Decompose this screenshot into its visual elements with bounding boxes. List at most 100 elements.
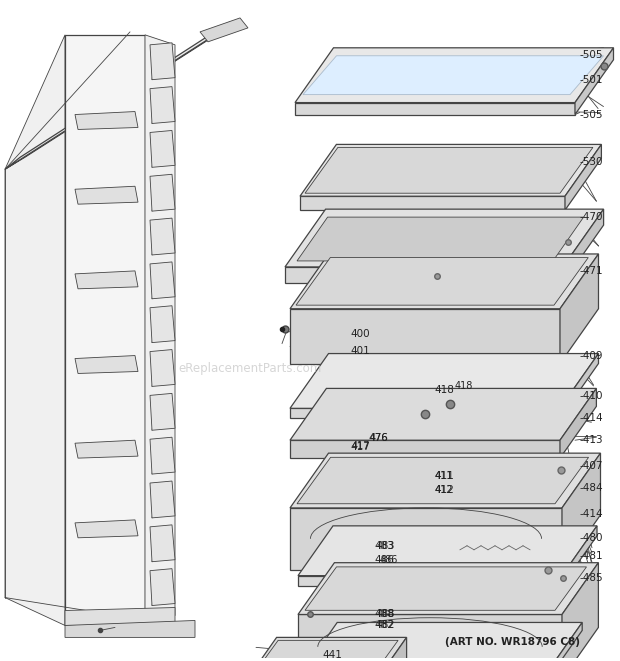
Text: -410: -410 bbox=[580, 391, 603, 401]
Polygon shape bbox=[296, 258, 588, 305]
Polygon shape bbox=[575, 48, 614, 114]
Polygon shape bbox=[65, 607, 175, 625]
Text: 483: 483 bbox=[374, 541, 394, 551]
Text: 486: 486 bbox=[379, 555, 398, 564]
Polygon shape bbox=[75, 440, 138, 458]
Text: 441: 441 bbox=[322, 650, 342, 660]
Polygon shape bbox=[297, 457, 588, 504]
Polygon shape bbox=[150, 481, 175, 518]
Polygon shape bbox=[300, 196, 565, 210]
Polygon shape bbox=[290, 453, 601, 508]
Polygon shape bbox=[285, 267, 563, 283]
Text: -409: -409 bbox=[580, 350, 603, 360]
Text: 488: 488 bbox=[376, 609, 395, 619]
Polygon shape bbox=[290, 389, 596, 440]
Polygon shape bbox=[150, 525, 175, 562]
Polygon shape bbox=[145, 35, 175, 625]
Polygon shape bbox=[380, 637, 407, 661]
Polygon shape bbox=[75, 356, 138, 373]
Polygon shape bbox=[297, 217, 583, 261]
Polygon shape bbox=[75, 186, 138, 204]
Text: -480: -480 bbox=[580, 533, 603, 543]
Text: 412: 412 bbox=[434, 485, 454, 495]
Polygon shape bbox=[560, 354, 598, 418]
Polygon shape bbox=[150, 43, 175, 80]
Text: -530: -530 bbox=[580, 157, 603, 167]
Text: -481: -481 bbox=[580, 551, 604, 561]
Polygon shape bbox=[65, 35, 145, 625]
Polygon shape bbox=[562, 453, 601, 570]
Polygon shape bbox=[150, 175, 175, 211]
Text: -414: -414 bbox=[580, 509, 604, 519]
Text: -485: -485 bbox=[580, 572, 604, 582]
Text: 488: 488 bbox=[374, 609, 394, 619]
Polygon shape bbox=[298, 615, 562, 661]
Polygon shape bbox=[150, 130, 175, 167]
Text: 476: 476 bbox=[368, 433, 388, 444]
Text: 482: 482 bbox=[374, 621, 394, 631]
Polygon shape bbox=[150, 306, 175, 342]
Polygon shape bbox=[290, 440, 560, 458]
Text: 418: 418 bbox=[455, 381, 474, 391]
Text: 417: 417 bbox=[350, 442, 370, 452]
Polygon shape bbox=[305, 147, 593, 193]
Polygon shape bbox=[75, 112, 138, 130]
Polygon shape bbox=[298, 576, 562, 586]
Polygon shape bbox=[300, 144, 601, 196]
Polygon shape bbox=[298, 526, 597, 576]
Polygon shape bbox=[560, 389, 596, 458]
Text: 411: 411 bbox=[435, 471, 453, 481]
Text: -413: -413 bbox=[580, 435, 604, 446]
Text: -407: -407 bbox=[580, 461, 603, 471]
Polygon shape bbox=[5, 35, 65, 625]
Polygon shape bbox=[290, 254, 598, 309]
Text: 401: 401 bbox=[350, 346, 370, 356]
Polygon shape bbox=[5, 22, 230, 169]
Text: 400: 400 bbox=[350, 329, 370, 338]
Text: -470: -470 bbox=[580, 212, 603, 222]
Polygon shape bbox=[290, 354, 598, 408]
Polygon shape bbox=[150, 437, 175, 474]
Polygon shape bbox=[285, 209, 604, 267]
Polygon shape bbox=[255, 641, 398, 661]
Text: 476: 476 bbox=[370, 433, 388, 444]
Polygon shape bbox=[150, 218, 175, 255]
Polygon shape bbox=[305, 567, 587, 610]
Text: 483: 483 bbox=[376, 541, 395, 551]
Text: (ART NO. WR18796 C8): (ART NO. WR18796 C8) bbox=[445, 637, 580, 647]
Polygon shape bbox=[150, 393, 175, 430]
Text: -501: -501 bbox=[580, 75, 603, 85]
Polygon shape bbox=[150, 87, 175, 124]
Polygon shape bbox=[560, 254, 598, 364]
Polygon shape bbox=[565, 144, 601, 210]
Polygon shape bbox=[150, 262, 175, 299]
Text: -505: -505 bbox=[580, 50, 603, 59]
Polygon shape bbox=[250, 637, 407, 661]
Polygon shape bbox=[150, 350, 175, 387]
Text: 417: 417 bbox=[352, 441, 370, 451]
Text: eReplacementParts.com: eReplacementParts.com bbox=[179, 362, 322, 375]
Polygon shape bbox=[550, 623, 582, 661]
Text: -414: -414 bbox=[580, 413, 604, 423]
Text: 486: 486 bbox=[374, 555, 394, 564]
Text: 411: 411 bbox=[434, 471, 454, 481]
Polygon shape bbox=[562, 526, 597, 586]
Polygon shape bbox=[150, 568, 175, 605]
Polygon shape bbox=[65, 621, 195, 637]
Polygon shape bbox=[290, 508, 562, 570]
Text: -505: -505 bbox=[580, 110, 603, 120]
Text: 482: 482 bbox=[376, 621, 395, 631]
Polygon shape bbox=[303, 56, 603, 95]
Text: -484: -484 bbox=[580, 483, 604, 493]
Text: 418: 418 bbox=[434, 385, 454, 395]
Polygon shape bbox=[75, 271, 138, 289]
Polygon shape bbox=[562, 563, 598, 661]
Polygon shape bbox=[290, 309, 560, 364]
Text: -471: -471 bbox=[580, 266, 604, 276]
Polygon shape bbox=[200, 18, 248, 42]
Polygon shape bbox=[5, 23, 235, 169]
Polygon shape bbox=[563, 209, 604, 283]
Polygon shape bbox=[305, 623, 582, 661]
Polygon shape bbox=[295, 48, 614, 102]
Polygon shape bbox=[298, 563, 598, 615]
